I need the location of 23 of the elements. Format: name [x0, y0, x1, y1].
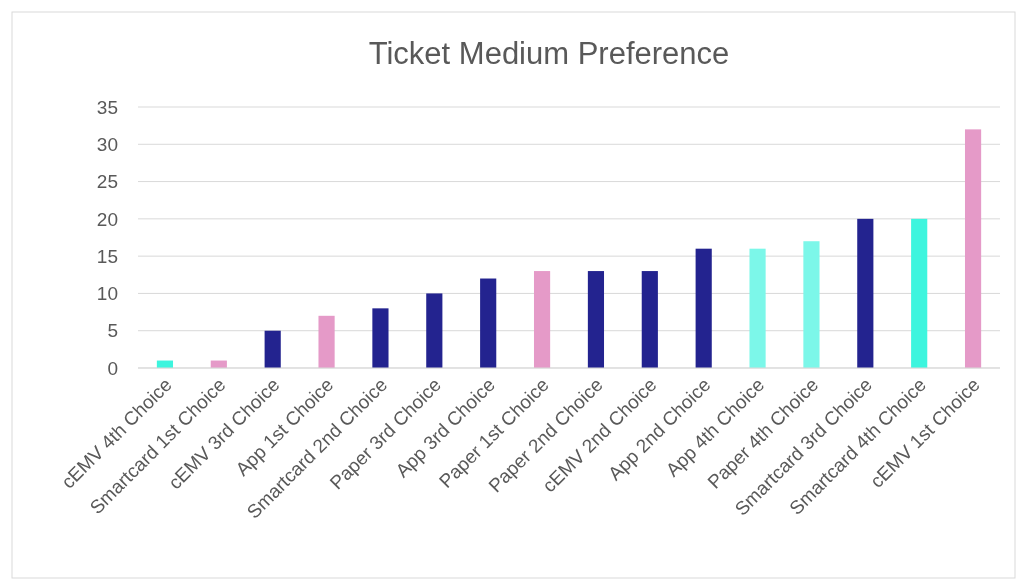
bar [318, 315, 335, 368]
y-tick-label: 35 [96, 96, 118, 118]
bar [587, 271, 605, 368]
y-tick-label: 0 [107, 357, 118, 379]
y-tick-label: 20 [96, 208, 118, 230]
y-tick-label: 25 [96, 171, 118, 193]
bar [480, 278, 497, 368]
bar [749, 248, 766, 368]
bar [695, 248, 712, 368]
bar [533, 271, 551, 368]
y-tick-label: 5 [107, 320, 118, 342]
y-tick-label: 30 [96, 133, 118, 155]
bar [803, 241, 820, 368]
bar [641, 271, 658, 368]
chart-title: Ticket Medium Preference [368, 36, 730, 71]
bar [426, 293, 443, 368]
bar [372, 308, 389, 368]
bar [264, 330, 281, 368]
bar [857, 218, 874, 368]
y-tick-label: 10 [96, 283, 118, 305]
y-tick-label: 15 [96, 245, 118, 267]
bar [964, 129, 982, 368]
bar [911, 218, 928, 368]
